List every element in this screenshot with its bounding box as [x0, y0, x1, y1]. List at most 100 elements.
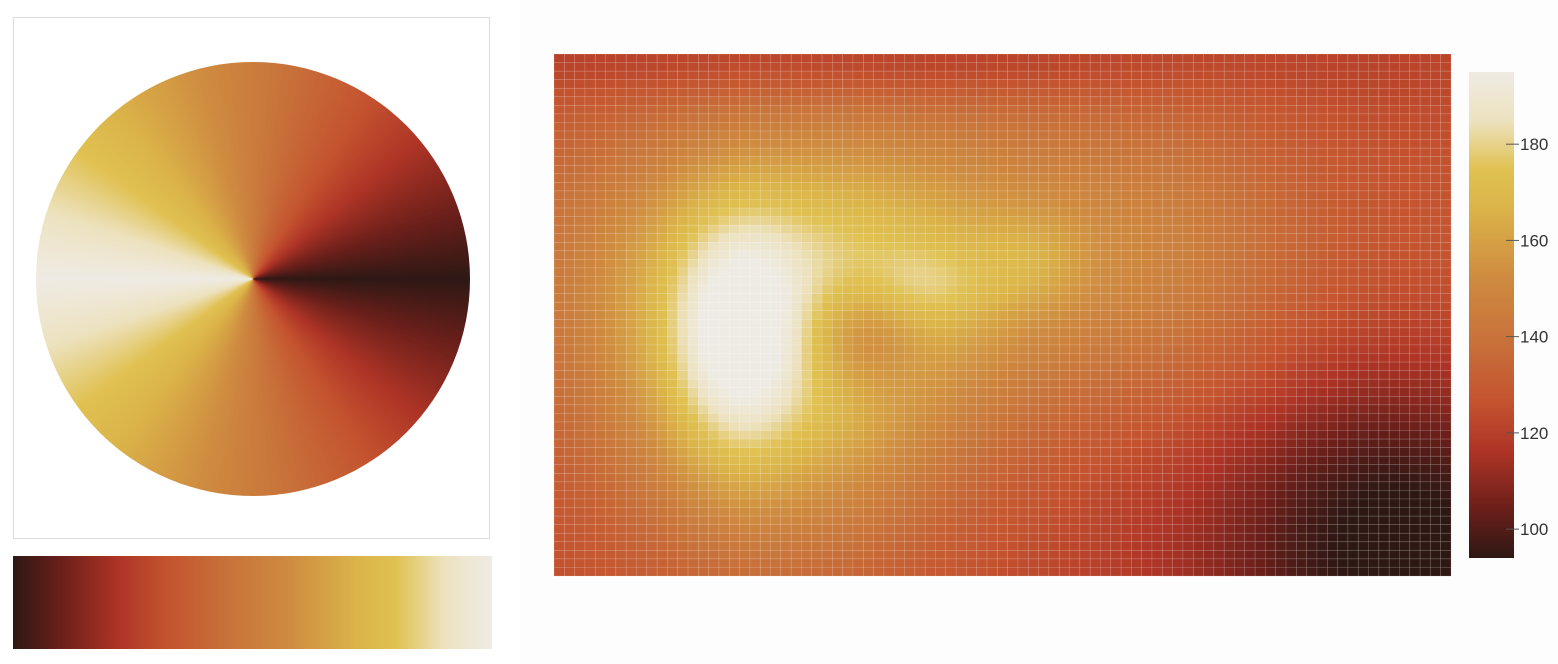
heatmap-cell — [1337, 130, 1349, 140]
heatmap-cell — [749, 421, 761, 431]
heatmap-cell — [821, 541, 833, 551]
heatmap-cell — [955, 318, 967, 329]
heatmap-cell — [759, 327, 771, 337]
heatmap-cell — [656, 344, 668, 354]
heatmap-cell — [780, 113, 792, 123]
heatmap-cell — [728, 190, 740, 200]
heatmap-cell — [893, 464, 905, 474]
heatmap-cell — [790, 310, 802, 320]
heatmap-cell — [801, 164, 813, 175]
heatmap-cell — [1306, 378, 1318, 389]
heatmap-cell — [1419, 473, 1431, 483]
heatmap-cell — [811, 507, 823, 517]
heatmap-cell — [656, 113, 668, 123]
heatmap-cell — [1027, 293, 1039, 303]
heatmap-cell — [1337, 96, 1349, 106]
heatmap-cell — [1048, 481, 1060, 491]
heatmap-cell — [852, 481, 864, 491]
heatmap-cell — [1265, 105, 1277, 115]
heatmap-cell — [1388, 327, 1400, 337]
heatmap-cell — [863, 250, 874, 260]
heatmap-cell — [708, 473, 720, 483]
heatmap-cell — [811, 233, 823, 243]
heatmap-cell — [698, 310, 709, 320]
heatmap-cell — [1110, 327, 1122, 337]
heatmap-cell — [1131, 413, 1143, 423]
heatmap-cell — [636, 430, 648, 440]
heatmap-cell — [770, 353, 782, 363]
heatmap-cell — [821, 96, 833, 106]
heatmap-cell — [1100, 498, 1112, 508]
heatmap-cell — [883, 139, 895, 149]
heatmap-cell — [924, 216, 936, 226]
heatmap-cell — [584, 464, 596, 474]
heatmap-cell — [759, 421, 771, 431]
heatmap-cell — [1378, 139, 1390, 149]
heatmap-cell — [790, 387, 802, 397]
heatmap-cell — [667, 438, 679, 448]
heatmap-cell — [718, 361, 730, 371]
heatmap-cell — [728, 378, 740, 389]
heatmap-cell — [656, 447, 668, 457]
heatmap-cell — [1430, 507, 1442, 517]
heatmap-cell — [811, 284, 823, 294]
heatmap-cell — [863, 318, 874, 329]
heatmap-cell — [924, 62, 936, 72]
heatmap-cell — [1244, 250, 1256, 260]
heatmap-cell — [1079, 301, 1091, 312]
heatmap-cell — [904, 259, 916, 269]
heatmap-cell — [1203, 233, 1215, 243]
heatmap-cell — [1089, 147, 1101, 158]
heatmap-cell — [1007, 156, 1019, 166]
heatmap-cell — [1368, 490, 1380, 500]
heatmap-cell — [1244, 259, 1256, 269]
heatmap-cell — [863, 541, 874, 551]
heatmap-cell — [759, 515, 771, 526]
heatmap-cell — [1326, 327, 1338, 337]
heatmap-cell — [1162, 438, 1173, 448]
heatmap-cell — [1244, 293, 1256, 303]
heatmap-cell — [863, 370, 874, 380]
heatmap-cell — [728, 421, 740, 431]
heatmap-cell — [1254, 156, 1266, 166]
heatmap-cell — [1079, 413, 1091, 423]
heatmap-cell — [1172, 438, 1184, 448]
heatmap-cell — [594, 515, 606, 526]
heatmap-cell — [1017, 336, 1029, 346]
heatmap-cell — [935, 361, 947, 371]
heatmap-cell — [1430, 122, 1442, 132]
heatmap-cell — [976, 395, 988, 406]
heatmap-cell — [1223, 130, 1235, 140]
heatmap-cell — [605, 156, 617, 166]
heatmap-cell — [842, 87, 854, 98]
heatmap-cell — [698, 318, 709, 329]
heatmap-cell — [708, 490, 720, 500]
heatmap-cell — [646, 105, 658, 115]
heatmap-cell — [605, 430, 617, 440]
heatmap-cell — [811, 490, 823, 500]
heatmap-cell — [1306, 284, 1318, 294]
heatmap-cell — [1419, 301, 1431, 312]
heatmap-cell — [1141, 438, 1153, 448]
heatmap-cell — [1409, 430, 1421, 440]
heatmap-cell — [1440, 361, 1452, 371]
heatmap-cell — [553, 224, 565, 235]
heatmap-cell — [1069, 87, 1081, 98]
heatmap-cell — [832, 139, 844, 149]
heatmap-cell — [955, 378, 967, 389]
heatmap-cell — [1007, 62, 1019, 72]
heatmap-cell — [1285, 490, 1297, 500]
heatmap-cell — [1192, 164, 1204, 175]
heatmap-cell — [1089, 216, 1101, 226]
heatmap-cell — [1151, 207, 1163, 217]
heatmap-cell — [584, 182, 596, 192]
heatmap-cell — [1089, 490, 1101, 500]
heatmap-cell — [1265, 438, 1277, 448]
heatmap-cell — [728, 96, 740, 106]
heatmap-cell — [1182, 413, 1194, 423]
heatmap-cell — [904, 395, 916, 406]
heatmap-cell — [821, 122, 833, 132]
heatmap-cell — [1275, 318, 1287, 329]
heatmap-cell — [1306, 53, 1318, 63]
heatmap-cell — [646, 250, 658, 260]
